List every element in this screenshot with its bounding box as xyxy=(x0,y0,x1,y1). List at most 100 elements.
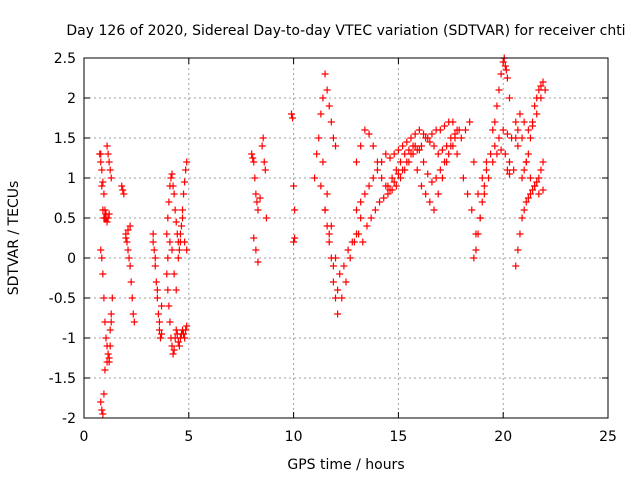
data-point xyxy=(409,150,417,158)
data-point xyxy=(334,310,342,318)
data-point xyxy=(344,246,352,254)
data-point xyxy=(512,262,520,270)
data-point xyxy=(338,294,346,302)
data-point xyxy=(98,254,106,262)
x-axis-label: GPS time / hours xyxy=(287,457,404,473)
data-point xyxy=(470,158,478,166)
data-point xyxy=(489,126,497,134)
data-point xyxy=(365,182,373,190)
data-point xyxy=(123,238,131,246)
data-point xyxy=(329,278,337,286)
data-point xyxy=(503,74,511,82)
data-point xyxy=(396,174,404,182)
data-point xyxy=(165,198,173,206)
data-point xyxy=(315,134,323,142)
data-point xyxy=(158,330,166,338)
data-point xyxy=(539,78,547,86)
data-point xyxy=(524,150,532,158)
data-point xyxy=(396,158,404,166)
data-point xyxy=(342,278,350,286)
data-point xyxy=(105,210,113,218)
data-point xyxy=(422,134,430,142)
data-point xyxy=(357,142,365,150)
data-point xyxy=(443,158,451,166)
data-point xyxy=(101,206,109,214)
data-point xyxy=(182,326,190,334)
data-point xyxy=(384,190,392,198)
data-point xyxy=(332,142,340,150)
x-tick-label: 15 xyxy=(389,429,407,445)
y-tick-label: -2 xyxy=(62,411,76,427)
data-point xyxy=(327,118,335,126)
data-point xyxy=(514,126,522,134)
y-tick-label: 2 xyxy=(67,91,76,107)
data-point xyxy=(482,158,490,166)
data-point xyxy=(319,94,327,102)
data-point xyxy=(290,238,298,246)
data-point xyxy=(102,334,110,342)
data-point xyxy=(417,142,425,150)
data-point xyxy=(415,126,423,134)
data-point xyxy=(468,206,476,214)
data-point xyxy=(524,194,532,202)
data-point xyxy=(478,174,486,182)
data-point xyxy=(361,190,369,198)
x-tick-label: 10 xyxy=(285,429,303,445)
data-point xyxy=(352,158,360,166)
data-point xyxy=(174,338,182,346)
data-point xyxy=(251,174,259,182)
data-point xyxy=(369,174,377,182)
data-point xyxy=(518,214,526,222)
data-point xyxy=(489,158,497,166)
y-tick-label: 1.5 xyxy=(54,131,76,147)
data-point xyxy=(455,126,463,134)
data-point xyxy=(541,86,549,94)
data-point xyxy=(128,294,136,302)
data-point xyxy=(106,342,114,350)
data-point xyxy=(181,238,189,246)
data-point xyxy=(346,254,354,262)
data-point xyxy=(167,174,175,182)
data-point xyxy=(428,178,436,186)
data-point xyxy=(172,286,180,294)
y-axis-label: SDTVAR / TECUs xyxy=(6,181,22,296)
data-point xyxy=(103,358,111,366)
data-point xyxy=(405,146,413,154)
data-point xyxy=(126,262,134,270)
data-point xyxy=(164,254,172,262)
data-point xyxy=(177,222,185,230)
data-point xyxy=(261,166,269,174)
data-point xyxy=(516,110,524,118)
data-point xyxy=(252,190,260,198)
data-point xyxy=(124,226,132,234)
data-point xyxy=(166,318,174,326)
data-point xyxy=(321,70,329,78)
data-point xyxy=(104,214,112,222)
data-points xyxy=(96,54,549,418)
data-point xyxy=(248,150,256,158)
data-point xyxy=(259,134,267,142)
data-point xyxy=(422,190,430,198)
data-point xyxy=(105,158,113,166)
data-point xyxy=(495,86,503,94)
data-point xyxy=(533,94,541,102)
data-point xyxy=(501,150,509,158)
y-tick-label: 1 xyxy=(67,171,76,187)
data-point xyxy=(535,174,543,182)
data-point xyxy=(478,198,486,206)
data-point xyxy=(451,134,459,142)
data-point xyxy=(531,102,539,110)
data-point xyxy=(165,302,173,310)
data-point xyxy=(357,214,365,222)
data-point xyxy=(129,310,137,318)
data-point xyxy=(122,230,130,238)
data-point xyxy=(311,174,319,182)
data-point xyxy=(164,286,172,294)
data-point xyxy=(401,166,409,174)
data-point xyxy=(497,70,505,78)
data-point xyxy=(357,198,365,206)
data-point xyxy=(107,318,115,326)
data-point xyxy=(175,342,183,350)
data-point xyxy=(380,194,388,202)
data-point xyxy=(514,142,522,150)
